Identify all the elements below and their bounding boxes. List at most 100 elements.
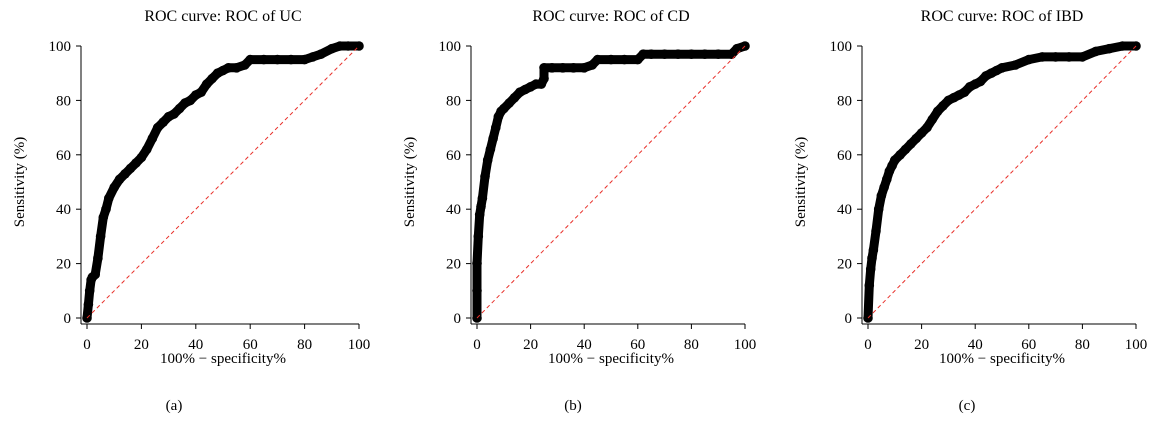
x-tick-label: 80 xyxy=(297,337,312,353)
roc-panel-2: ROC curve: ROC of CD 0 20 40 60 80 100 0 20 40 60 8… xyxy=(402,8,756,414)
y-tick-label: 40 xyxy=(837,202,852,218)
roc-point xyxy=(868,245,879,255)
y-tick-label: 80 xyxy=(446,93,461,109)
x-axis-label: 100% − specificity% xyxy=(160,351,286,367)
roc-point xyxy=(485,144,496,155)
y-tick-label: 60 xyxy=(837,148,852,164)
roc-point xyxy=(865,264,876,274)
roc-point xyxy=(1104,43,1114,54)
x-tick-label: 100 xyxy=(1125,337,1148,353)
roc-point xyxy=(638,49,648,59)
roc-point xyxy=(474,209,485,220)
roc-point xyxy=(686,49,697,59)
roc-point xyxy=(98,212,109,223)
roc-point xyxy=(473,231,484,242)
x-tick-label: 60 xyxy=(630,337,645,353)
x-tick-label: 0 xyxy=(864,337,872,353)
roc-point xyxy=(547,63,557,73)
x-tick-label: 100 xyxy=(348,337,371,353)
x-tick-label: 80 xyxy=(1075,337,1090,353)
roc-point xyxy=(109,182,119,193)
roc-point xyxy=(873,204,884,214)
roc-point xyxy=(713,49,723,59)
x-tick-label: 40 xyxy=(968,337,983,353)
roc-point xyxy=(1117,41,1128,51)
roc-point xyxy=(1064,52,1074,62)
x-tick-label: 80 xyxy=(684,337,699,353)
panel-label: (c) xyxy=(959,398,976,414)
roc-point xyxy=(196,87,206,97)
roc-point xyxy=(316,49,326,59)
roc-point xyxy=(488,133,498,144)
roc-point xyxy=(1077,52,1088,62)
roc-point xyxy=(327,43,337,54)
roc-point xyxy=(477,193,488,204)
roc-point xyxy=(882,174,892,185)
x-axis-label: 100% − specificity% xyxy=(548,351,674,367)
y-axis-label: Sensitivity (%) xyxy=(793,137,809,227)
chart-title: ROC curve: ROC of CD xyxy=(532,8,689,25)
y-tick-label: 60 xyxy=(446,148,461,164)
roc-point xyxy=(1037,52,1047,62)
y-tick-label: 20 xyxy=(446,257,461,273)
roc-point xyxy=(147,133,158,144)
roc-point xyxy=(142,144,152,155)
y-tick-label: 100 xyxy=(830,39,853,55)
roc-point xyxy=(867,253,877,263)
roc-point xyxy=(927,114,938,125)
roc-point xyxy=(1050,52,1061,62)
x-tick-label: 100 xyxy=(734,337,757,353)
chart-title: ROC curve: ROC of IBD xyxy=(921,8,1084,25)
roc-point xyxy=(864,280,875,291)
roc-point xyxy=(223,63,234,73)
roc-point xyxy=(871,226,881,236)
y-tick-label: 20 xyxy=(837,257,852,273)
x-axis-label: 100% − specificity% xyxy=(939,351,1065,367)
y-tick-label: 80 xyxy=(837,93,852,109)
roc-series xyxy=(863,41,1141,323)
roc-point xyxy=(592,54,603,65)
roc-point xyxy=(539,73,549,84)
roc-series xyxy=(82,41,364,323)
roc-point xyxy=(93,253,103,263)
roc-point xyxy=(83,299,94,310)
y-tick-label: 0 xyxy=(454,311,462,327)
roc-point xyxy=(308,52,318,62)
x-tick-label: 20 xyxy=(134,337,149,353)
roc-point xyxy=(997,63,1007,73)
roc-point xyxy=(84,286,95,296)
roc-point xyxy=(876,190,887,201)
roc-panel-1: ROC curve: ROC of UC 0 20 40 60 80 100 0 20 40 60 8… xyxy=(12,8,370,414)
roc-point xyxy=(476,201,486,212)
roc-point xyxy=(231,63,242,73)
x-tick-label: 40 xyxy=(577,337,592,353)
roc-point xyxy=(480,171,490,182)
x-tick-label: 40 xyxy=(188,337,203,353)
roc-point xyxy=(335,41,345,51)
roc-point xyxy=(259,54,269,65)
roc-panel-3: ROC curve: ROC of IBD 0 20 40 60 80 100 0 20 40 60… xyxy=(793,8,1147,414)
reference-diagonal-line xyxy=(86,45,360,319)
roc-point xyxy=(472,258,482,269)
roc-point xyxy=(539,63,549,73)
y-tick-label: 20 xyxy=(56,257,71,273)
x-tick-label: 20 xyxy=(523,337,538,353)
x-tick-label: 60 xyxy=(243,337,258,353)
reference-diagonal-line xyxy=(476,45,746,319)
x-tick-label: 60 xyxy=(1021,337,1036,353)
roc-point xyxy=(272,54,283,65)
y-tick-label: 0 xyxy=(845,311,853,327)
roc-point xyxy=(922,122,932,133)
roc-point xyxy=(491,122,501,133)
roc-point xyxy=(95,231,106,242)
reference-diagonal-line xyxy=(867,45,1137,319)
panel-label: (b) xyxy=(564,398,582,414)
y-tick-label: 40 xyxy=(446,202,461,218)
roc-point xyxy=(245,54,255,65)
y-tick-label: 100 xyxy=(439,39,462,55)
x-tick-label: 0 xyxy=(83,337,91,353)
roc-point xyxy=(299,54,310,65)
roc-point xyxy=(472,286,482,296)
y-tick-label: 60 xyxy=(56,148,71,164)
